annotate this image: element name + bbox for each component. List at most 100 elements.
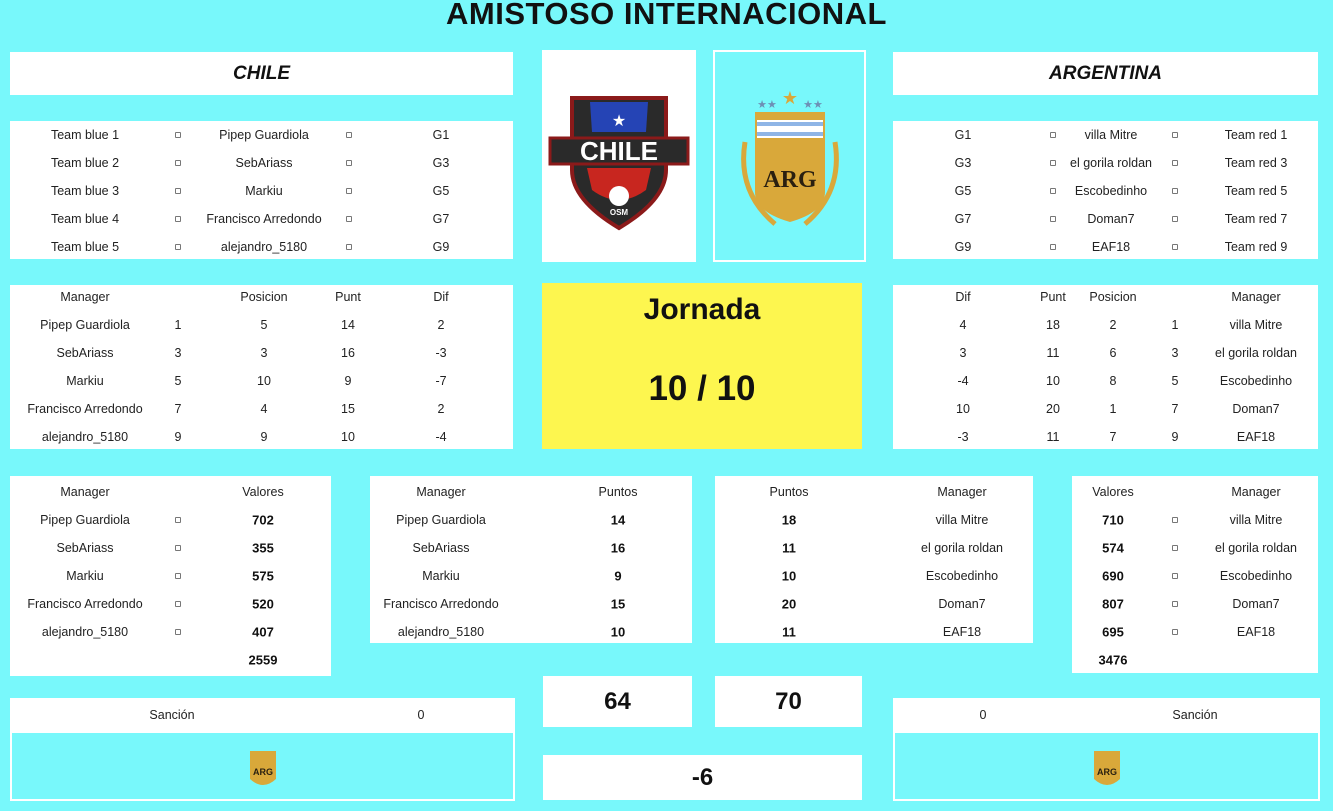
svg-text:ARG: ARG <box>1097 767 1117 777</box>
points-difference: -6 <box>543 755 862 800</box>
column-header: Dif <box>433 290 449 304</box>
home-points-table: Manager Puntos Pipep Guardiola 14 SebAriass 1… <box>370 476 692 643</box>
table-cell: Francisco Arredondo <box>383 597 499 611</box>
table-cell: villa Mitre <box>1229 318 1283 332</box>
table-cell: Team blue 5 <box>50 240 120 254</box>
table-cell: 9 <box>174 430 182 444</box>
table-cell: 15 <box>341 402 355 416</box>
table-cell: 15 <box>610 596 626 612</box>
table-cell: G1 <box>432 128 450 142</box>
table-cell: G1 <box>954 128 972 142</box>
table-cell: EAF18 <box>1236 625 1276 639</box>
checkbox-icon: □ <box>175 629 181 635</box>
checkbox-icon: □ <box>346 132 352 138</box>
table-cell: 574 <box>1102 540 1124 556</box>
table-cell: -7 <box>435 374 447 388</box>
table-cell: -3 <box>435 346 447 360</box>
svg-text:ARG: ARG <box>253 767 273 777</box>
table-cell: Escobedinho <box>925 569 999 583</box>
checkbox-icon: □ <box>1050 188 1056 194</box>
home-total-points: 64 <box>543 676 692 727</box>
checkbox-icon: □ <box>1172 545 1178 551</box>
checkbox-icon: □ <box>346 188 352 194</box>
table-cell: 14 <box>341 318 355 332</box>
table-cell: villa Mitre <box>1084 128 1138 142</box>
afa-small-crest-icon: ARG <box>250 751 276 785</box>
table-cell: alejandro_5180 <box>41 625 129 639</box>
table-cell: Markiu <box>245 184 283 198</box>
svg-text:★★: ★★ <box>757 99 777 111</box>
away-team-header: ARGENTINA <box>893 52 1318 95</box>
table-cell: Pipep Guardiola <box>40 318 130 332</box>
table-cell: Team blue 3 <box>50 184 120 198</box>
column-header: Manager <box>416 485 466 499</box>
table-cell: G9 <box>432 240 450 254</box>
table-cell: SebAriass <box>235 156 293 170</box>
chile-logo-text: CHILE <box>580 136 658 166</box>
table-cell: 690 <box>1102 568 1124 584</box>
column-header: Valores <box>1092 485 1134 499</box>
table-cell: Doman7 <box>1232 402 1280 416</box>
table-cell: 3 <box>1171 346 1179 360</box>
table-cell: el gorila roldan <box>921 541 1003 555</box>
checkbox-icon: □ <box>175 545 181 551</box>
table-cell: G3 <box>954 156 972 170</box>
table-cell: alejandro_5180 <box>220 240 308 254</box>
table-cell: 3 <box>959 346 967 360</box>
svg-text:★: ★ <box>782 88 798 108</box>
table-cell: Team red 1 <box>1224 128 1288 142</box>
away-standings-table: Dif Punt Posicion Manager 4 18 2 1 villa Mitre 3 1… <box>893 285 1318 449</box>
table-cell: Doman7 <box>1232 597 1280 611</box>
table-cell: Team blue 1 <box>50 128 120 142</box>
away-values-table: Valores Manager 710 □ villa Mitre 574 □ el gori… <box>1072 476 1318 673</box>
table-cell: 6 <box>1109 346 1117 360</box>
table-cell: Escobedinho <box>1219 374 1293 388</box>
table-cell: villa Mitre <box>935 513 989 527</box>
table-cell: Francisco Arredondo <box>206 212 322 226</box>
column-header: Manager <box>60 485 110 499</box>
checkbox-icon: □ <box>1172 573 1178 579</box>
column-header: Punt <box>335 290 361 304</box>
table-cell: 9 <box>260 430 268 444</box>
afa-small-crest-icon: ARG <box>1094 751 1120 785</box>
table-cell: 1 <box>1171 318 1179 332</box>
table-cell: 407 <box>252 624 274 640</box>
table-cell: 702 <box>252 512 274 528</box>
table-cell: 4 <box>959 318 967 332</box>
checkbox-icon: □ <box>175 517 181 523</box>
table-cell: 20 <box>1046 402 1060 416</box>
table-cell: 10 <box>610 624 626 640</box>
sanction-label: Sanción <box>149 708 195 722</box>
checkbox-icon: □ <box>1172 188 1178 194</box>
table-cell: 9 <box>344 374 352 388</box>
afa-crest-icon: ★ ★★ ★★ ARG <box>741 88 839 226</box>
table-cell: 7 <box>174 402 182 416</box>
table-cell: 1 <box>174 318 182 332</box>
table-cell: 18 <box>781 512 797 528</box>
checkbox-icon: □ <box>1050 216 1056 222</box>
table-cell: 10 <box>257 374 271 388</box>
table-cell: Francisco Arredondo <box>27 402 143 416</box>
table-cell: SebAriass <box>56 541 114 555</box>
table-cell: Doman7 <box>938 597 986 611</box>
table-cell: 9 <box>614 568 622 584</box>
table-cell: 11 <box>1046 346 1060 360</box>
table-cell: Francisco Arredondo <box>27 597 143 611</box>
table-cell: Team blue 2 <box>50 156 120 170</box>
table-cell: 710 <box>1102 512 1124 528</box>
checkbox-icon: □ <box>1172 629 1178 635</box>
column-header: Manager <box>1231 485 1281 499</box>
table-cell: SebAriass <box>56 346 114 360</box>
table-cell: el gorila roldan <box>1215 541 1297 555</box>
table-cell: Markiu <box>66 569 104 583</box>
column-header: Valores <box>242 485 284 499</box>
checkbox-icon: □ <box>175 244 181 250</box>
column-header: Manager <box>1231 290 1281 304</box>
table-cell: villa Mitre <box>1229 513 1283 527</box>
table-cell: Escobedinho <box>1074 184 1148 198</box>
home-team-header: CHILE <box>10 52 513 95</box>
table-cell: Doman7 <box>1087 212 1135 226</box>
checkbox-icon: □ <box>346 160 352 166</box>
checkbox-icon: □ <box>1172 517 1178 523</box>
checkbox-icon: □ <box>1050 132 1056 138</box>
